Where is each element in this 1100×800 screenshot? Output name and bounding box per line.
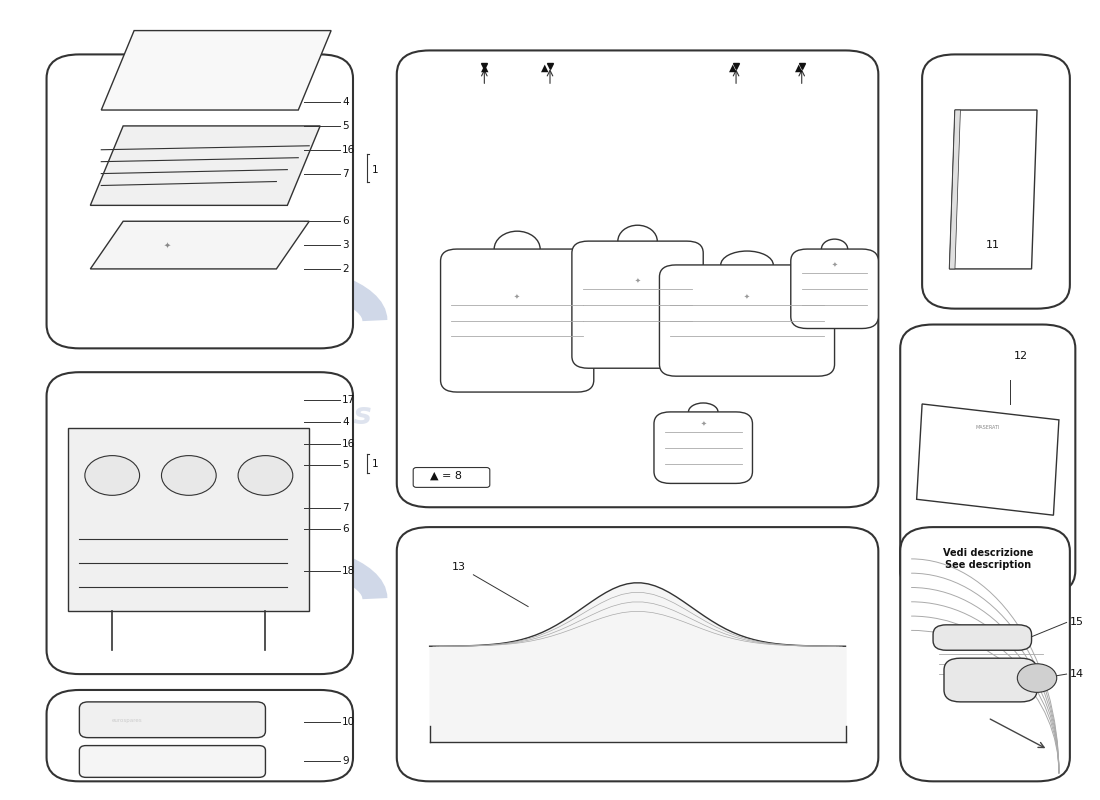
Polygon shape [90,126,320,206]
FancyBboxPatch shape [46,372,353,674]
Text: 13: 13 [451,562,465,572]
Text: 6: 6 [342,524,349,534]
Polygon shape [916,404,1059,515]
Text: 18: 18 [342,566,355,576]
Text: 1: 1 [372,458,378,469]
Text: 9: 9 [342,757,349,766]
FancyBboxPatch shape [397,50,878,507]
FancyBboxPatch shape [900,325,1076,594]
Text: eurospares: eurospares [563,600,756,629]
FancyBboxPatch shape [659,265,835,376]
FancyBboxPatch shape [414,467,490,487]
Text: MASERATI: MASERATI [976,426,1000,430]
Text: ▲: ▲ [541,63,548,73]
Text: ▲ = 8: ▲ = 8 [430,470,462,481]
Text: ▲: ▲ [729,63,737,73]
FancyBboxPatch shape [397,527,878,782]
Polygon shape [949,110,1037,269]
Text: 16: 16 [342,145,355,154]
Text: 2: 2 [342,264,349,274]
Text: eurospares: eurospares [112,718,143,722]
Text: 5: 5 [342,121,349,131]
Text: 15: 15 [1070,618,1084,627]
Text: ✦: ✦ [744,294,750,300]
Text: 17: 17 [342,395,355,405]
Text: 12: 12 [1013,351,1027,362]
FancyBboxPatch shape [441,249,594,392]
FancyBboxPatch shape [572,241,703,368]
Circle shape [162,456,217,495]
Text: 10: 10 [342,717,355,726]
Text: 7: 7 [342,169,349,178]
Text: ✦: ✦ [164,241,170,250]
Polygon shape [949,110,960,269]
Text: Vedi descrizione
See description: Vedi descrizione See description [943,548,1033,570]
Text: 3: 3 [342,240,349,250]
Circle shape [238,456,293,495]
FancyBboxPatch shape [900,527,1070,782]
Text: ✦: ✦ [514,294,520,300]
Text: ✦: ✦ [635,278,640,284]
Text: ✦: ✦ [832,262,837,268]
Text: 1: 1 [372,165,378,174]
Circle shape [1018,664,1057,692]
FancyBboxPatch shape [79,746,265,778]
FancyBboxPatch shape [791,249,878,329]
Text: 6: 6 [342,216,349,226]
Polygon shape [68,428,309,610]
FancyBboxPatch shape [933,625,1032,650]
FancyBboxPatch shape [46,54,353,348]
Text: 4: 4 [342,97,349,107]
Text: 7: 7 [342,503,349,513]
Text: 11: 11 [987,240,1000,250]
Text: ▲: ▲ [794,63,802,73]
Text: 14: 14 [1070,669,1084,679]
Text: ▲: ▲ [481,63,488,73]
Text: ✦: ✦ [701,421,706,427]
FancyBboxPatch shape [79,702,265,738]
Text: 4: 4 [342,418,349,427]
Text: eurospares: eurospares [563,266,756,295]
FancyBboxPatch shape [46,690,353,782]
Circle shape [85,456,140,495]
FancyBboxPatch shape [654,412,752,483]
FancyBboxPatch shape [944,658,1037,702]
Polygon shape [101,30,331,110]
Text: eurospares: eurospares [180,402,373,430]
FancyBboxPatch shape [922,54,1070,309]
Text: 5: 5 [342,460,349,470]
Polygon shape [90,222,309,269]
Text: 16: 16 [342,438,355,449]
